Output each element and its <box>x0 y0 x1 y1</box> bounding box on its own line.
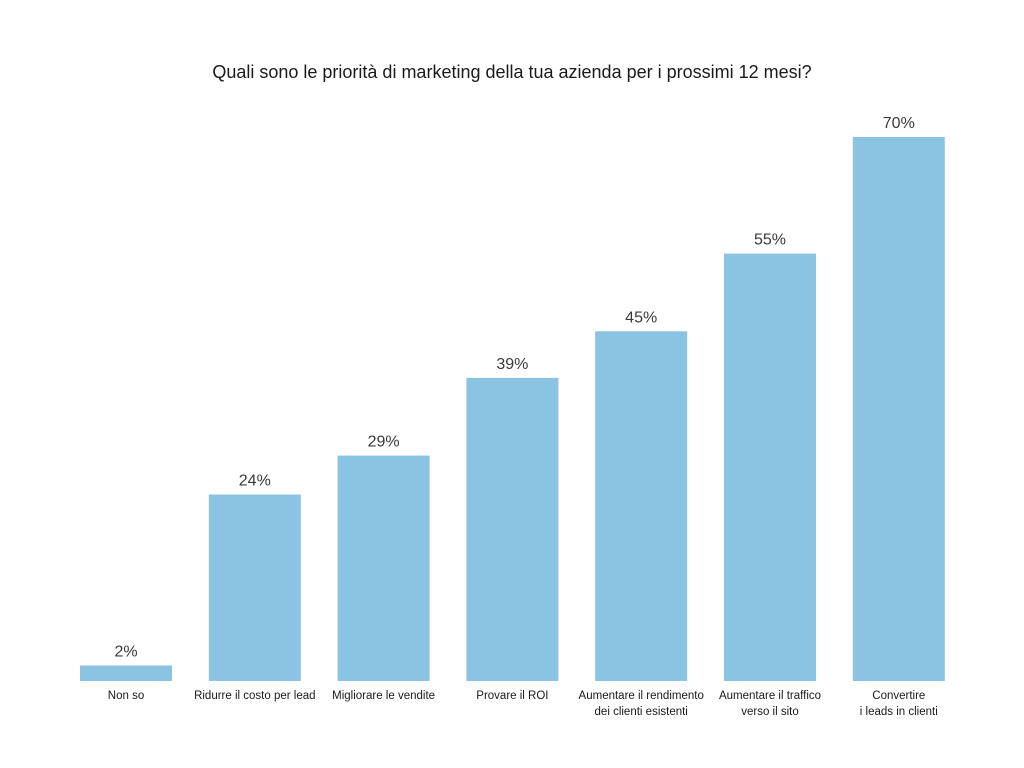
category-labels-group: Non so Ridurre il costo per lead Migliorar… <box>108 690 938 718</box>
data-label: 55% <box>754 232 786 249</box>
chart-title: Quali sono le priorità di marketing dell… <box>212 62 812 82</box>
data-label: 45% <box>625 309 657 326</box>
data-label: 29% <box>368 434 400 451</box>
bar <box>595 331 688 681</box>
bar <box>208 494 301 681</box>
tick-label: Non so <box>108 690 144 702</box>
tick-label: Aumentare il rendimento <box>579 690 704 702</box>
data-label: 24% <box>239 473 271 490</box>
tick-label: Provare il ROI <box>476 690 548 702</box>
bar <box>724 253 816 681</box>
bars-group <box>80 137 945 681</box>
data-label: 70% <box>883 115 915 132</box>
bar <box>337 455 430 681</box>
data-label: 2% <box>114 644 137 661</box>
tick-label: Migliorare le vendite <box>332 690 435 702</box>
tick-label: Aumentare il traffico <box>719 690 821 702</box>
tick-label: verso il sito <box>741 706 799 718</box>
data-label: 39% <box>496 356 528 373</box>
tick-label: dei clienti esistenti <box>595 706 688 718</box>
bar <box>466 377 559 681</box>
value-labels-group: 2% 24% 29% 39% 45% 55% 70% <box>114 115 914 661</box>
tick-label: i leads in clienti <box>860 706 938 718</box>
bar <box>80 665 172 681</box>
bar <box>852 137 945 681</box>
tick-label: Ridurre il costo per lead <box>194 690 315 702</box>
tick-label: Convertire <box>872 690 925 702</box>
